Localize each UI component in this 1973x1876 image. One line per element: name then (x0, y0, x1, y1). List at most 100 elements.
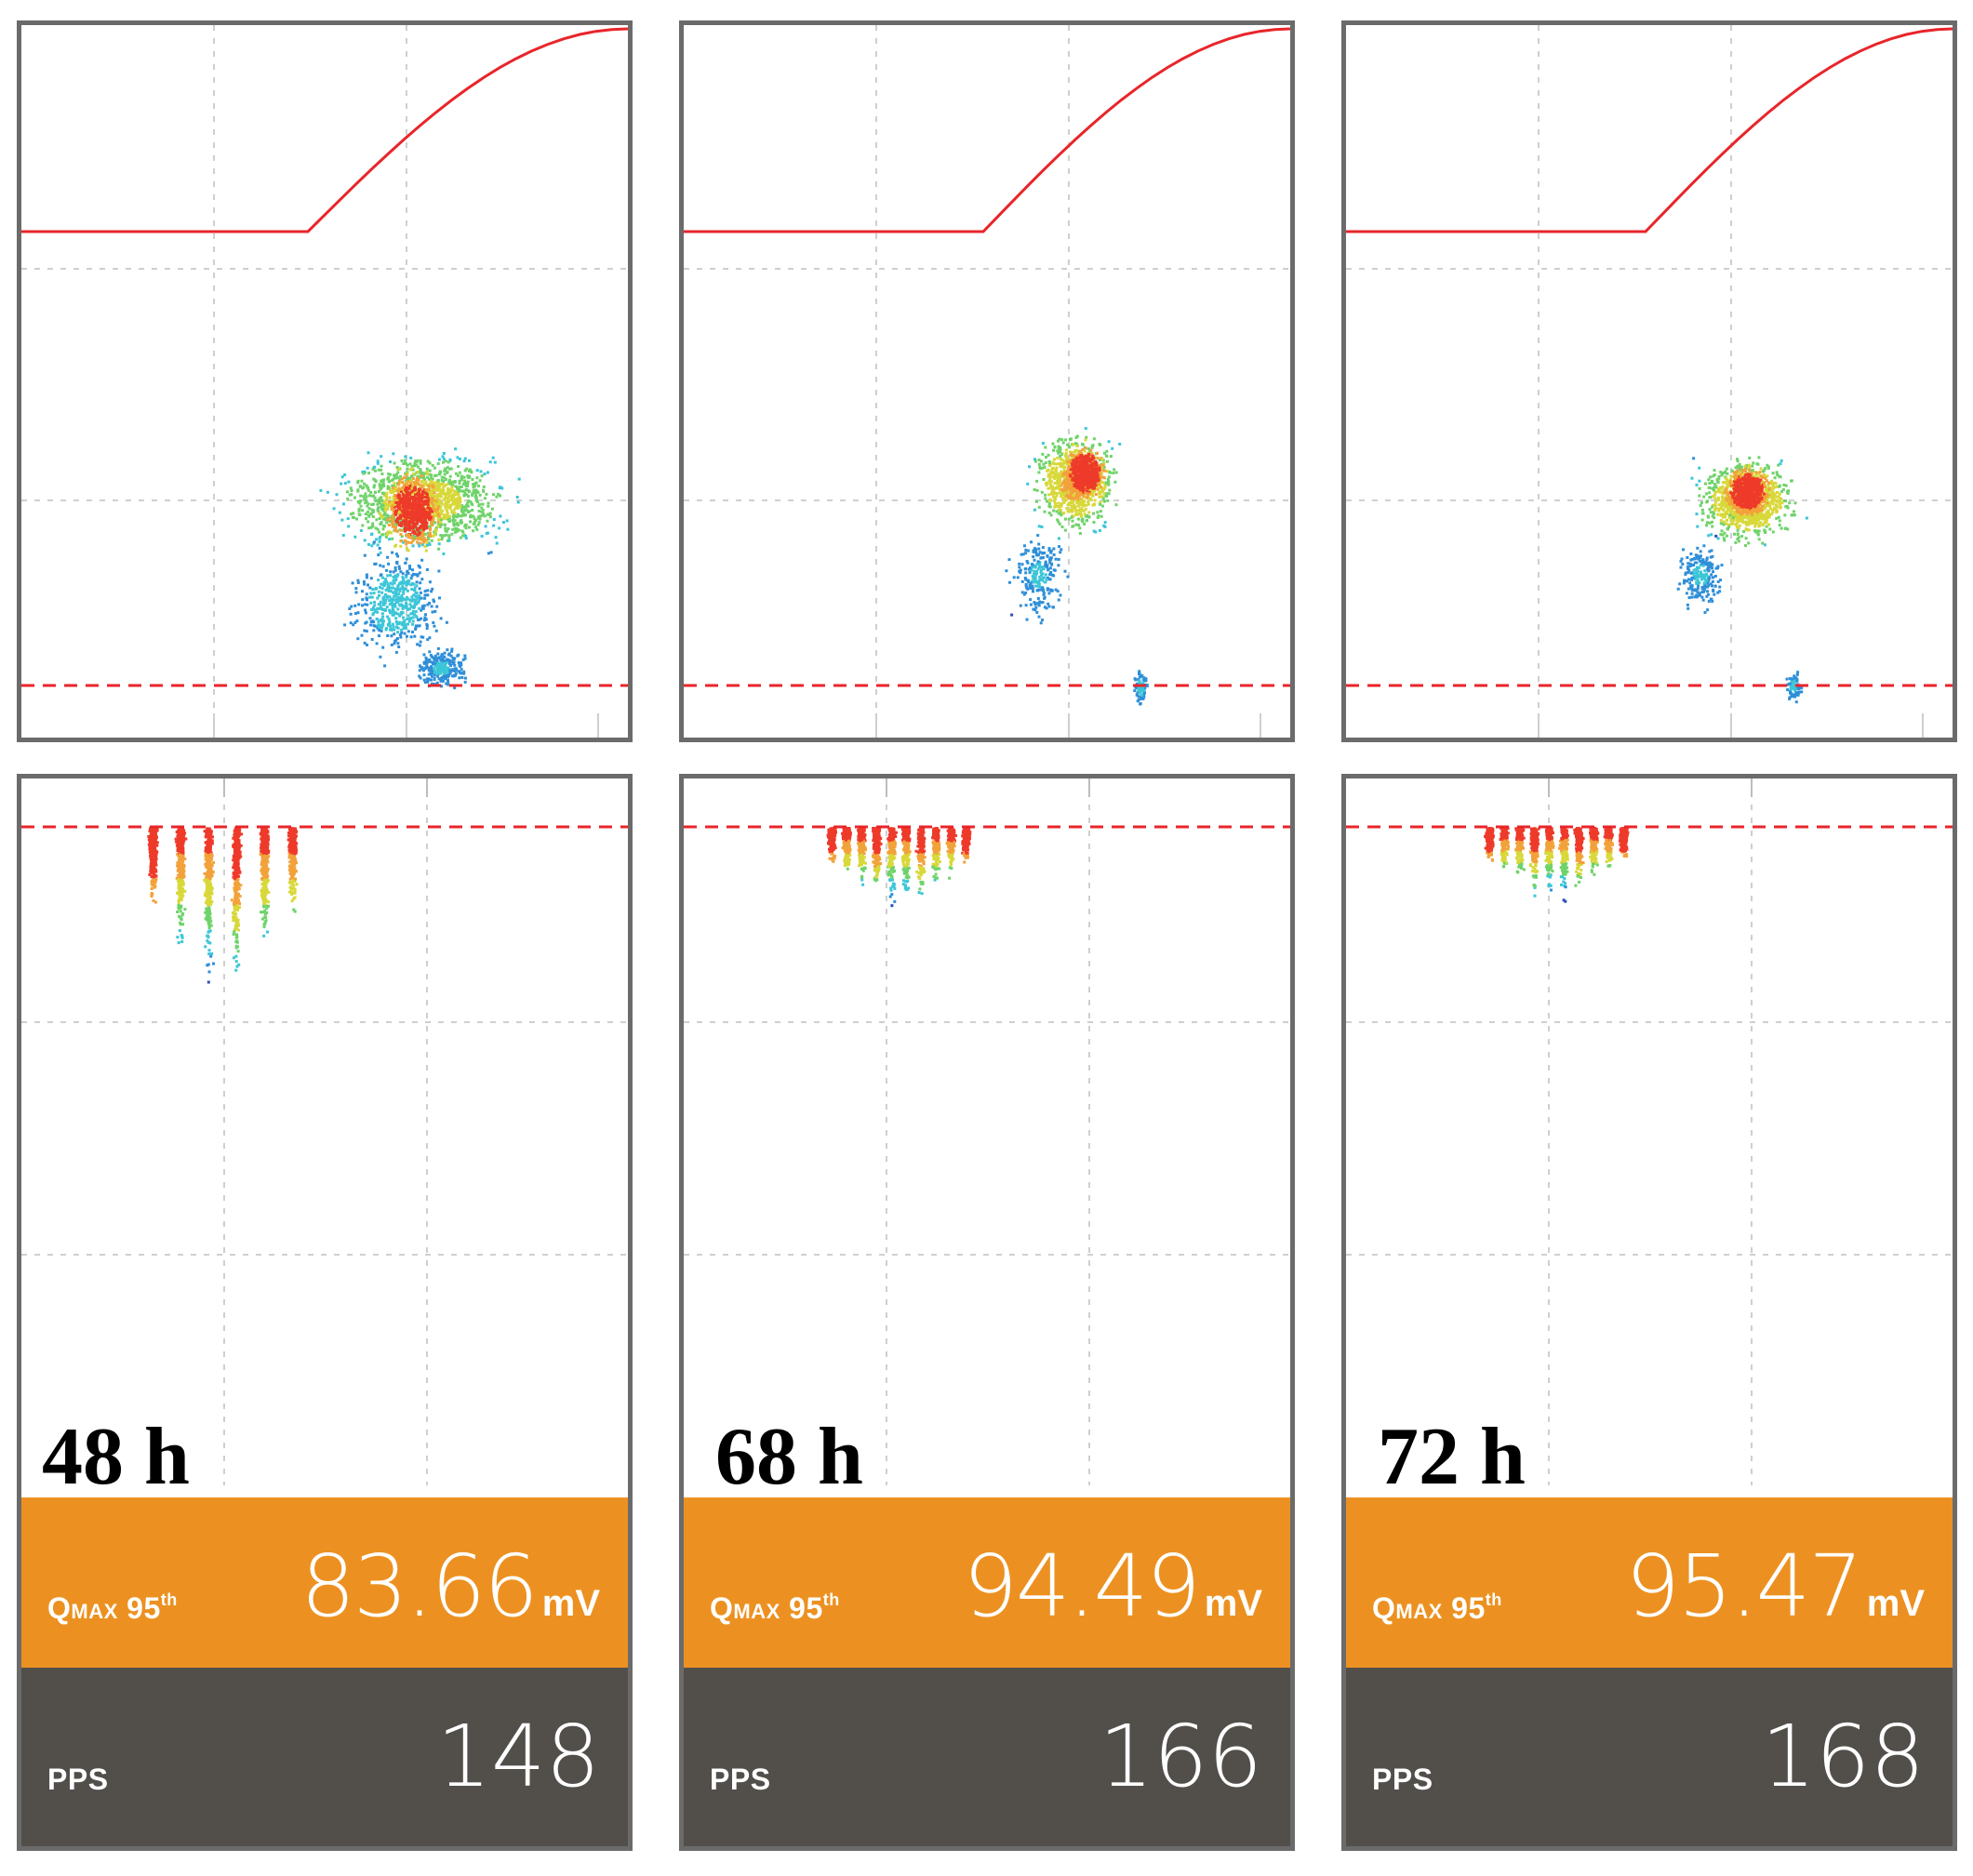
density-point (291, 847, 295, 850)
density-point (267, 855, 271, 858)
density-point (460, 668, 463, 672)
density-point (423, 681, 427, 685)
density-point (288, 890, 291, 894)
density-point (384, 588, 388, 592)
density-point (365, 592, 368, 596)
density-point (446, 503, 449, 506)
prpd-negative-panel-48h: 48 h QMAX 95th 83.66 mV PPS 148 (17, 774, 633, 1851)
density-point (488, 512, 492, 515)
density-point (379, 619, 382, 622)
density-point (419, 640, 422, 644)
density-point (395, 496, 399, 499)
density-point (450, 649, 454, 653)
density-point (437, 499, 441, 502)
density-point (405, 574, 408, 578)
density-point (183, 889, 187, 893)
density-point (423, 590, 427, 593)
density-point (262, 925, 266, 928)
density-point (483, 514, 487, 518)
density-point (150, 887, 153, 890)
density-point (260, 846, 263, 849)
density-point (366, 466, 369, 470)
density-point (364, 501, 367, 505)
density-point (381, 499, 385, 503)
density-point (394, 519, 398, 523)
density-point (462, 672, 466, 675)
density-point (427, 538, 431, 541)
density-point (412, 477, 415, 481)
density-point (418, 669, 421, 672)
density-point (404, 503, 407, 507)
density-point (428, 461, 432, 465)
density-point (154, 837, 158, 840)
density-point (462, 494, 466, 498)
density-point (440, 538, 444, 541)
density-point (459, 536, 462, 539)
density-point (370, 512, 373, 515)
density-point (400, 490, 403, 494)
density-point (356, 488, 360, 492)
density-point (180, 878, 184, 882)
density-point (462, 459, 466, 463)
density-point (414, 628, 418, 631)
density-point (293, 910, 297, 913)
density-point (236, 885, 240, 889)
density-point (236, 868, 240, 871)
density-point (397, 486, 401, 490)
density-point (360, 479, 364, 483)
density-point (365, 620, 368, 624)
density-point (372, 629, 376, 632)
density-point (206, 898, 208, 902)
density-point (433, 672, 436, 676)
density-point (287, 869, 291, 872)
density-point (405, 604, 408, 607)
density-point (396, 573, 400, 577)
density-point (407, 549, 410, 552)
density-point (236, 892, 240, 896)
density-point (473, 491, 475, 494)
density-point (442, 674, 446, 678)
density-point (404, 459, 407, 462)
density-point (392, 452, 395, 456)
density-point (378, 501, 381, 505)
density-point (415, 503, 419, 506)
density-point (449, 654, 453, 658)
density-point (235, 896, 239, 899)
density-point (463, 525, 467, 528)
density-point (421, 533, 425, 536)
density-point (361, 598, 365, 602)
density-point (381, 576, 384, 579)
density-point (446, 512, 449, 515)
density-point (432, 486, 435, 489)
density-point (454, 472, 458, 475)
density-point (363, 482, 367, 486)
density-point (152, 866, 155, 870)
density-point (432, 495, 435, 499)
density-point (419, 591, 422, 594)
density-point (478, 517, 482, 521)
density-point (393, 506, 396, 509)
scatter-cloud (379, 467, 447, 552)
density-point (394, 511, 398, 514)
density-point (376, 502, 380, 506)
density-point (402, 494, 406, 498)
density-point (427, 516, 431, 520)
density-point (479, 470, 483, 473)
density-point (464, 676, 467, 680)
density-point (338, 511, 341, 514)
density-point (180, 906, 182, 910)
density-point (441, 509, 445, 512)
density-point (457, 493, 460, 497)
density-point (178, 893, 181, 897)
density-point (448, 669, 452, 672)
density-point (408, 512, 412, 515)
density-point (385, 605, 389, 609)
density-point (410, 464, 414, 468)
density-point (425, 664, 429, 668)
density-point (413, 510, 417, 513)
density-point (180, 844, 183, 847)
density-point (425, 526, 429, 530)
density-point (386, 518, 390, 522)
density-point (233, 869, 237, 872)
density-point (412, 487, 416, 490)
